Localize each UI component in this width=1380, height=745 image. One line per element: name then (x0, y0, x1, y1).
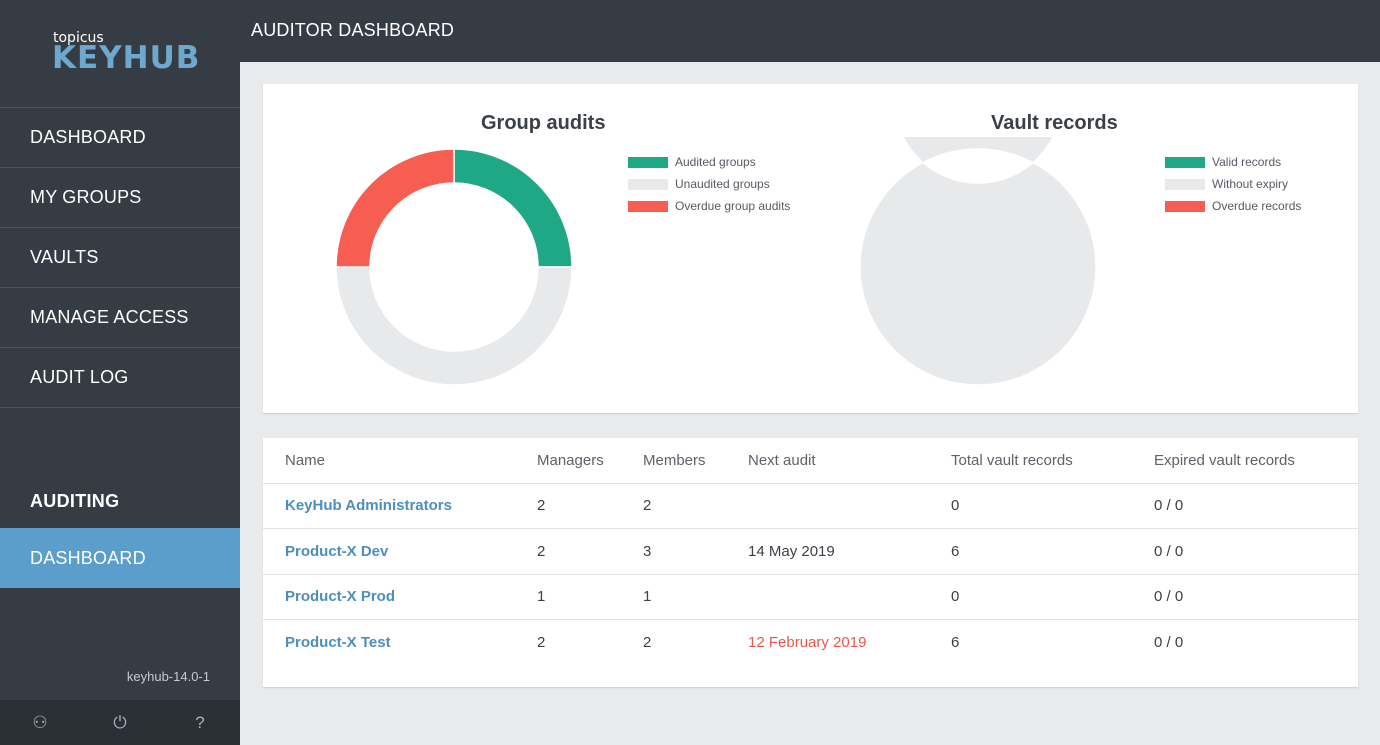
cell-next-audit: 14 May 2019 (748, 528, 951, 575)
chart-title: Group audits (481, 112, 606, 134)
group-link[interactable]: Product-X Test (285, 634, 391, 651)
sidebar-item-label: DASHBOARD (30, 127, 146, 147)
legend-label: Overdue records (1212, 199, 1302, 213)
legend-label: Valid records (1212, 155, 1282, 169)
vault-records-legend: Valid records Without expiry Overdue rec… (1165, 151, 1301, 217)
column-header-name[interactable]: Name (263, 438, 537, 484)
group-audits-chart: Group audits Audited groups Unaudited gr… (263, 84, 803, 413)
legend-label: Overdue group audits (675, 199, 791, 213)
logo[interactable]: topicus KEYHUB (0, 0, 240, 108)
top-header: AUDITOR DASHBOARD (240, 0, 1380, 62)
sidebar-item-label: AUDIT LOG (30, 367, 129, 387)
legend-label: Audited groups (675, 155, 756, 169)
column-header-managers[interactable]: Managers (537, 438, 643, 484)
cell-expired-records: 0 / 0 (1154, 574, 1358, 620)
logo-big-text: KEYHUB (52, 40, 201, 76)
table-row[interactable]: Product-X Prod 1 1 0 0 / 0 (263, 574, 1358, 620)
cell-next-audit: 12 February 2019 (748, 634, 867, 651)
vault-records-chart: Vault records Valid records Without expi… (803, 84, 1358, 413)
sidebar-item-label: MY GROUPS (30, 187, 142, 207)
sidebar: topicus KEYHUB DASHBOARD MY GROUPS VAULT… (0, 0, 240, 745)
group-link[interactable]: Product-X Dev (285, 542, 389, 560)
legend-swatch (628, 200, 668, 212)
cell-name: Product-X Prod (263, 574, 537, 620)
cell-expired-records: 0 / 0 (1154, 483, 1358, 529)
sidebar-item-dashboard[interactable]: DASHBOARD (0, 108, 240, 168)
legend-item[interactable]: Without expiry (1165, 173, 1301, 195)
page-title: AUDITOR DASHBOARD (251, 20, 455, 40)
legend-label: Unaudited groups (675, 177, 770, 191)
logo-small-text: topicus (53, 30, 104, 46)
table-row[interactable]: Product-X Test 2 2 12 February 2019 6 0 … (263, 620, 1358, 666)
cell-total-records: 0 (951, 483, 1154, 529)
cell-expired-records: 0 / 0 (1154, 634, 1184, 651)
cell-managers: 2 (537, 528, 643, 575)
cell-total-records: 6 (951, 528, 1154, 575)
donut-slice-unaudited-groups[interactable] (335, 266, 573, 386)
legend-item[interactable]: Audited groups (628, 151, 790, 173)
cell-managers: 1 (537, 574, 643, 620)
cell-expired-records: 0 / 0 (1154, 528, 1358, 575)
sidebar-item-my-groups[interactable]: MY GROUPS (0, 168, 240, 228)
legend-swatch (628, 156, 668, 168)
cell-members: 3 (643, 528, 748, 575)
sidebar-footer: ⚇ ⏻ ? (0, 700, 240, 745)
legend-item[interactable]: Unaudited groups (628, 173, 790, 195)
table-header-row: Name Managers Members Next audit Total v… (263, 438, 1358, 484)
sidebar-item-label: DASHBOARD (30, 547, 146, 568)
column-header-total-vault-records[interactable]: Total vault records (951, 438, 1154, 484)
cell-total-records: 0 (951, 574, 1154, 620)
legend-item[interactable]: Valid records (1165, 151, 1301, 173)
cell-managers: 2 (537, 483, 643, 529)
cell-members: 1 (643, 574, 748, 620)
sidebar-item-vaults[interactable]: VAULTS (0, 228, 240, 288)
legend-swatch (1165, 156, 1205, 168)
cell-members: 2 (643, 483, 748, 529)
table-row[interactable]: KeyHub Administrators 2 2 0 0 / 0 (263, 483, 1358, 529)
donut-slice-overdue-group-audits[interactable] (335, 148, 455, 268)
group-audits-legend: Audited groups Unaudited groups Overdue … (628, 151, 790, 217)
cell-next-audit (748, 483, 951, 529)
group-link[interactable]: KeyHub Administrators (285, 497, 452, 515)
groups-table: Name Managers Members Next audit Total v… (263, 438, 1358, 665)
sidebar-section-auditing: AUDITING (30, 491, 120, 511)
legend-item[interactable]: Overdue group audits (628, 195, 790, 217)
groups-table-panel: Name Managers Members Next audit Total v… (263, 438, 1358, 687)
donut-slice-audited-groups[interactable] (453, 148, 573, 268)
help-icon[interactable]: ? (195, 712, 205, 732)
chart-title: Vault records (991, 112, 1118, 134)
cell-name: Product-X Dev (263, 528, 537, 575)
legend-item[interactable]: Overdue records (1165, 195, 1301, 217)
vault-records-donut (859, 137, 1097, 386)
cell-members: 2 (643, 634, 652, 651)
legend-label: Without expiry (1212, 177, 1289, 191)
power-icon[interactable]: ⏻ (113, 712, 127, 732)
cell-next-audit (748, 574, 951, 620)
legend-swatch (628, 178, 668, 190)
group-link[interactable]: Product-X Prod (285, 588, 396, 606)
table-row[interactable]: Product-X Dev 2 3 14 May 2019 6 0 / 0 (263, 528, 1358, 575)
legend-swatch (1165, 200, 1205, 212)
cell-managers: 2 (537, 634, 546, 651)
sidebar-item-auditing-dashboard[interactable]: DASHBOARD (0, 528, 240, 588)
column-header-members[interactable]: Members (643, 438, 748, 484)
sidebar-item-label: MANAGE ACCESS (30, 307, 189, 327)
cell-name: KeyHub Administrators (263, 483, 537, 529)
version-label: keyhub-14.0-1 (126, 669, 210, 684)
sidebar-item-audit-log[interactable]: AUDIT LOG (0, 348, 240, 408)
user-icon[interactable]: ⚇ (32, 712, 48, 732)
donut-slice-without-expiry[interactable] (859, 137, 1097, 386)
group-audits-donut (335, 148, 573, 386)
charts-panel: Group audits Audited groups Unaudited gr… (263, 84, 1358, 413)
legend-swatch (1165, 178, 1205, 190)
column-header-expired-vault-records[interactable]: Expired vault records (1154, 438, 1358, 484)
cell-total-records: 6 (951, 634, 960, 651)
sidebar-item-manage-access[interactable]: MANAGE ACCESS (0, 288, 240, 348)
column-header-next-audit[interactable]: Next audit (748, 438, 951, 484)
sidebar-item-label: VAULTS (30, 247, 99, 267)
cell-name: Product-X Test (263, 620, 537, 666)
